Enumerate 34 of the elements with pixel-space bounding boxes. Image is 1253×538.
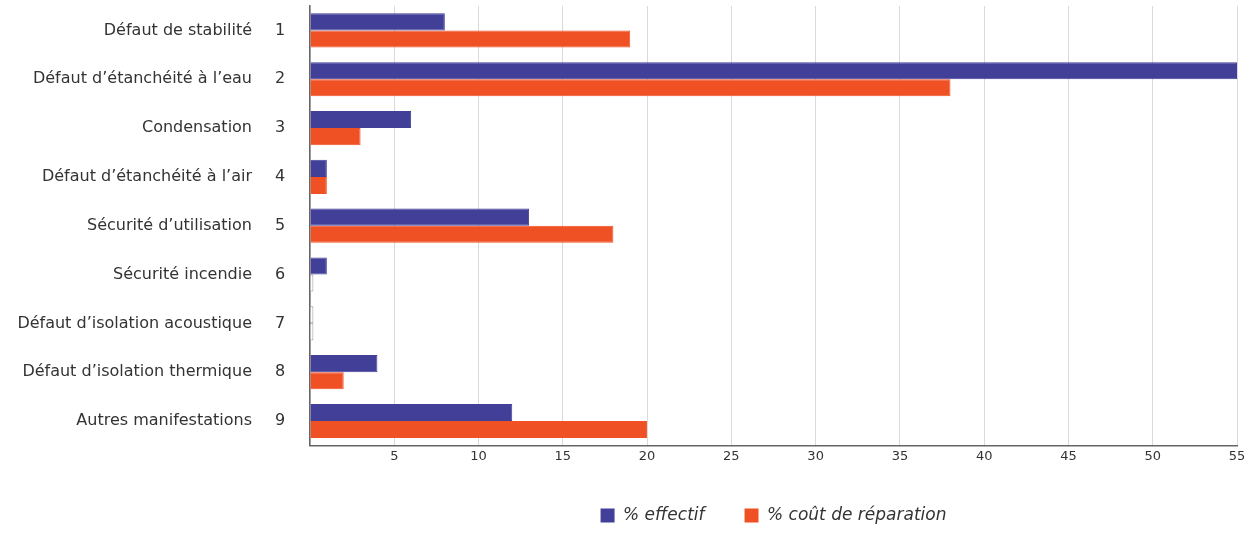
category-label: Défaut d’étanchéité à l’air 4	[41, 166, 286, 186]
legend-label: % effectif	[623, 503, 708, 524]
bar	[310, 403, 513, 421]
x-tick-label: 30	[807, 447, 824, 463]
x-tick-label: 20	[638, 447, 656, 463]
bar	[310, 110, 412, 129]
x-tick-label: 55	[1228, 447, 1246, 463]
category-label: Défaut d’étanchéité à l’eau 2	[32, 68, 286, 88]
category-label: Sécurité incendie 6	[113, 263, 286, 283]
bar	[310, 128, 361, 146]
bar	[310, 372, 344, 390]
bar	[310, 79, 951, 97]
x-tick-label: 35	[891, 447, 909, 463]
category-label: Défaut d’isolation acoustique 7	[17, 312, 286, 332]
bar	[310, 225, 614, 243]
x-tick-label: 50	[1144, 447, 1161, 463]
category-label: Défaut d’isolation thermique 8	[22, 361, 286, 381]
bar	[310, 62, 1237, 80]
x-tick-label: 15	[554, 447, 572, 463]
bar	[310, 420, 648, 439]
x-tick-label: 5	[390, 447, 399, 463]
category-label: Sécurité d’utilisation 5	[87, 214, 286, 234]
bar	[310, 30, 631, 48]
x-tick-label: 40	[975, 447, 993, 463]
bar	[310, 208, 530, 226]
x-tick-label: 10	[470, 447, 487, 463]
bar	[310, 355, 378, 373]
x-tick-label: 25	[723, 447, 740, 463]
legend-label: % coût de réparation	[767, 503, 947, 524]
category-label: Défaut de stabilité 1	[103, 19, 286, 39]
category-label: Condensation 3	[141, 117, 286, 137]
category-label: Autres manifestations 9	[76, 410, 286, 430]
bar	[310, 13, 445, 31]
x-tick-label: 45	[1060, 447, 1077, 463]
